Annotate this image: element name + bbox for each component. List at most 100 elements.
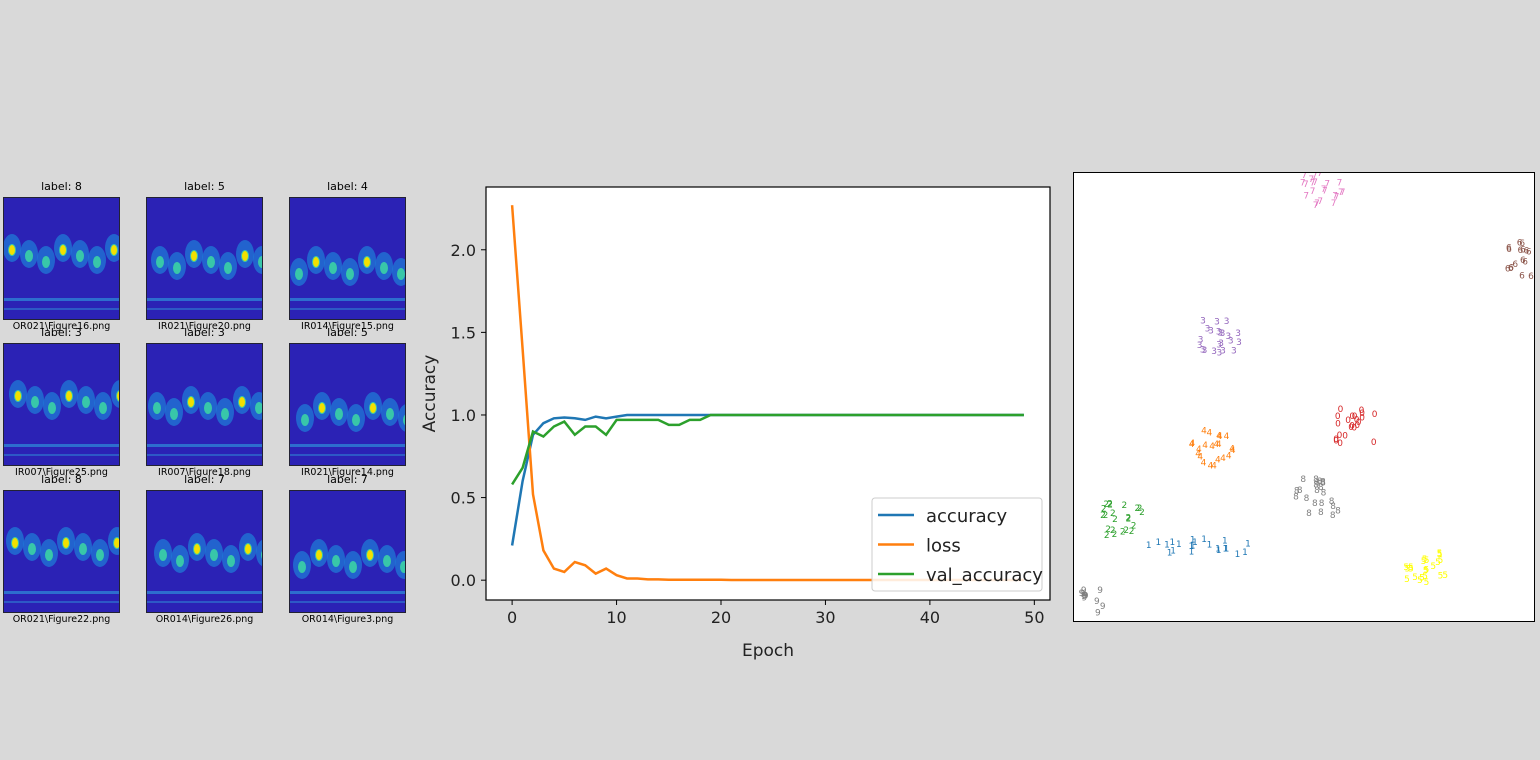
digit-point-2: 2 <box>1110 509 1116 519</box>
digit-point-0: 0 <box>1342 431 1348 441</box>
digit-point-2: 2 <box>1126 514 1132 524</box>
digit-point-1: 1 <box>1167 548 1173 558</box>
digit-point-1: 1 <box>1192 538 1198 548</box>
digit-point-3: 3 <box>1216 340 1222 350</box>
y-tick-label: 1.5 <box>451 323 476 342</box>
digit-point-4: 4 <box>1208 461 1214 471</box>
digit-point-2: 2 <box>1112 515 1118 525</box>
digit-point-4: 4 <box>1214 440 1220 450</box>
digit-point-7: 7 <box>1312 178 1318 188</box>
digit-point-8: 8 <box>1318 483 1324 493</box>
digit-point-0: 0 <box>1337 431 1343 441</box>
digit-point-4: 4 <box>1216 431 1222 441</box>
digit-point-3: 3 <box>1214 318 1220 328</box>
digit-point-0: 0 <box>1352 412 1358 422</box>
image-filename: IR007\Figure18.png <box>158 467 251 478</box>
digit-point-9: 9 <box>1081 592 1087 602</box>
digit-point-9: 9 <box>1100 602 1106 612</box>
digit-point-5: 5 <box>1405 565 1411 575</box>
image-label: label: 7 <box>184 473 225 486</box>
image-label: label: 4 <box>327 180 368 193</box>
val_accuracy-line <box>511 413 1024 486</box>
digit-point-1: 1 <box>1146 541 1152 551</box>
digit-point-4: 4 <box>1195 449 1201 459</box>
digit-point-8: 8 <box>1306 509 1312 519</box>
digit-point-4: 4 <box>1230 446 1236 456</box>
digit-point-0: 0 <box>1354 415 1360 425</box>
digit-point-2: 2 <box>1137 504 1143 514</box>
digit-point-3: 3 <box>1197 341 1203 351</box>
digit-point-8: 8 <box>1293 493 1299 503</box>
digit-point-5: 5 <box>1424 565 1430 575</box>
training-history-chart: 0 10 20 30 40 50 0.0 0.5 1.0 1.5 2.0 Epoch Accuracy a… <box>420 186 1051 661</box>
digit-point-5: 5 <box>1422 572 1428 582</box>
digit-point-0: 0 <box>1348 423 1354 433</box>
digit-point-2: 2 <box>1101 504 1107 514</box>
x-tick-label: 20 <box>711 608 731 627</box>
x-tick-label: 10 <box>606 608 626 627</box>
digit-point-9: 9 <box>1082 591 1088 601</box>
digit-point-2: 2 <box>1134 504 1140 514</box>
digit-point-8: 8 <box>1300 475 1306 485</box>
digit-point-5: 5 <box>1437 549 1443 559</box>
digit-point-7: 7 <box>1310 187 1316 197</box>
digit-point-1: 1 <box>1176 540 1182 550</box>
digit-point-4: 4 <box>1216 440 1222 450</box>
digit-point-3: 3 <box>1198 335 1204 345</box>
digit-point-2: 2 <box>1120 527 1126 537</box>
digit-point-5: 5 <box>1424 578 1430 588</box>
digit-point-7: 7 <box>1324 180 1330 190</box>
digit-point-0: 0 <box>1337 439 1343 449</box>
digit-point-8: 8 <box>1320 479 1326 489</box>
digit-point-2: 2 <box>1123 526 1129 536</box>
digit-point-5: 5 <box>1421 557 1427 567</box>
digit-point-1: 1 <box>1215 545 1221 555</box>
legend-label: accuracy <box>926 506 1008 527</box>
scalogram-image <box>289 490 406 613</box>
digit-point-7: 7 <box>1303 180 1309 190</box>
digit-point-1: 1 <box>1222 536 1228 546</box>
digit-point-6: 6 <box>1512 260 1518 270</box>
digit-point-8: 8 <box>1313 481 1319 491</box>
digit-point-8: 8 <box>1330 511 1336 521</box>
digit-point-3: 3 <box>1228 337 1234 347</box>
x-tick-label: 40 <box>920 608 940 627</box>
digit-point-9: 9 <box>1083 591 1089 601</box>
digit-point-6: 6 <box>1517 239 1523 249</box>
digit-point-5: 5 <box>1435 558 1441 568</box>
digit-point-5: 5 <box>1419 573 1425 583</box>
digit-point-8: 8 <box>1335 506 1341 516</box>
digit-point-6: 6 <box>1519 239 1525 249</box>
digit-point-7: 7 <box>1332 191 1338 201</box>
scalogram-image <box>3 343 120 466</box>
scalogram-image <box>146 490 263 613</box>
digit-point-2: 2 <box>1103 511 1109 521</box>
digit-point-0: 0 <box>1351 424 1357 434</box>
digit-point-4: 4 <box>1226 452 1232 462</box>
digit-point-7: 7 <box>1322 186 1328 196</box>
x-tick-label: 50 <box>1024 608 1044 627</box>
digit-point-7: 7 <box>1317 172 1323 179</box>
digit-point-6: 6 <box>1524 247 1530 257</box>
digit-point-9: 9 <box>1082 594 1088 604</box>
digit-point-7: 7 <box>1334 193 1340 203</box>
digit-point-7: 7 <box>1313 201 1319 211</box>
digit-point-3: 3 <box>1235 329 1241 339</box>
digit-point-5: 5 <box>1438 556 1444 566</box>
digit-point-4: 4 <box>1201 458 1207 468</box>
image-label: label: 5 <box>327 326 368 339</box>
y-tick-label: 0.5 <box>451 489 476 508</box>
digit-point-7: 7 <box>1303 191 1309 201</box>
digit-point-7: 7 <box>1309 175 1315 185</box>
digit-point-0: 0 <box>1372 410 1378 420</box>
digit-point-0: 0 <box>1359 409 1365 419</box>
digit-point-5: 5 <box>1422 555 1428 565</box>
digit-point-8: 8 <box>1321 488 1327 498</box>
digit-point-0: 0 <box>1335 412 1341 422</box>
digit-point-8: 8 <box>1318 508 1324 518</box>
digit-point-5: 5 <box>1438 572 1444 582</box>
digit-point-7: 7 <box>1340 188 1346 198</box>
digit-point-9: 9 <box>1081 586 1087 596</box>
legend-label: loss <box>926 536 961 557</box>
digit-point-3: 3 <box>1224 317 1230 327</box>
